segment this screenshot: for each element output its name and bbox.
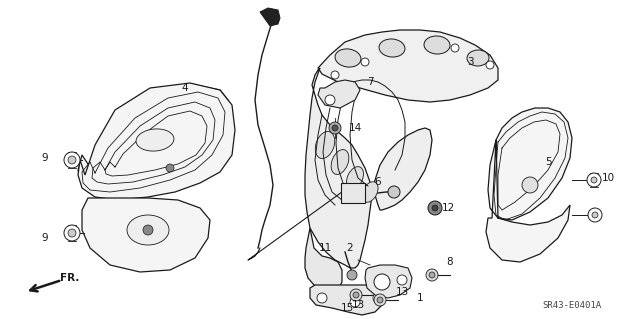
Text: 11: 11: [318, 243, 332, 253]
Circle shape: [353, 292, 359, 298]
Text: FR.: FR.: [60, 273, 79, 283]
Circle shape: [432, 205, 438, 211]
Circle shape: [377, 297, 383, 303]
Circle shape: [397, 275, 407, 285]
Circle shape: [325, 95, 335, 105]
Circle shape: [451, 44, 459, 52]
Text: 9: 9: [42, 233, 48, 243]
Ellipse shape: [316, 131, 335, 159]
Polygon shape: [318, 80, 360, 108]
Polygon shape: [305, 228, 342, 292]
Circle shape: [64, 152, 80, 168]
Circle shape: [486, 61, 494, 69]
Text: 6: 6: [374, 177, 381, 187]
Circle shape: [373, 293, 383, 303]
Ellipse shape: [379, 39, 405, 57]
Circle shape: [64, 225, 80, 241]
Circle shape: [428, 201, 442, 215]
Circle shape: [350, 289, 362, 301]
Polygon shape: [486, 108, 572, 262]
FancyBboxPatch shape: [341, 183, 365, 203]
Circle shape: [429, 272, 435, 278]
Polygon shape: [318, 30, 498, 102]
Circle shape: [591, 177, 597, 183]
Polygon shape: [310, 285, 385, 315]
Circle shape: [374, 274, 390, 290]
Polygon shape: [78, 85, 230, 200]
Circle shape: [166, 164, 174, 172]
Polygon shape: [260, 8, 280, 26]
Circle shape: [350, 297, 360, 307]
Polygon shape: [82, 198, 210, 272]
Circle shape: [361, 58, 369, 66]
Text: 3: 3: [467, 57, 474, 67]
Circle shape: [426, 269, 438, 281]
Ellipse shape: [331, 150, 349, 174]
Circle shape: [374, 294, 386, 306]
Polygon shape: [305, 68, 432, 268]
Circle shape: [592, 212, 598, 218]
Text: 9: 9: [42, 153, 48, 163]
Circle shape: [587, 173, 601, 187]
Circle shape: [588, 208, 602, 222]
Polygon shape: [78, 83, 235, 200]
Text: 8: 8: [447, 257, 453, 267]
Text: 10: 10: [602, 173, 614, 183]
Text: 15: 15: [340, 303, 354, 313]
Text: 5: 5: [545, 157, 551, 167]
Text: 7: 7: [367, 77, 373, 87]
Text: 12: 12: [442, 203, 454, 213]
Text: 4: 4: [182, 83, 188, 93]
Text: SR43-E0401A: SR43-E0401A: [543, 300, 602, 309]
Circle shape: [68, 229, 76, 237]
Text: 2: 2: [347, 243, 353, 253]
Circle shape: [317, 293, 327, 303]
Text: 13: 13: [351, 300, 365, 310]
Ellipse shape: [335, 49, 361, 67]
Circle shape: [388, 186, 400, 198]
Circle shape: [329, 122, 341, 134]
Text: 1: 1: [417, 293, 423, 303]
Ellipse shape: [362, 182, 378, 202]
Ellipse shape: [424, 36, 450, 54]
Text: 14: 14: [348, 123, 362, 133]
Circle shape: [332, 125, 338, 131]
Text: 13: 13: [396, 287, 408, 297]
Circle shape: [331, 71, 339, 79]
Circle shape: [143, 225, 153, 235]
Ellipse shape: [346, 167, 364, 189]
Ellipse shape: [136, 129, 174, 151]
Ellipse shape: [467, 50, 489, 66]
Circle shape: [347, 270, 357, 280]
Ellipse shape: [127, 215, 169, 245]
Circle shape: [68, 156, 76, 164]
Polygon shape: [365, 265, 412, 298]
Circle shape: [522, 177, 538, 193]
